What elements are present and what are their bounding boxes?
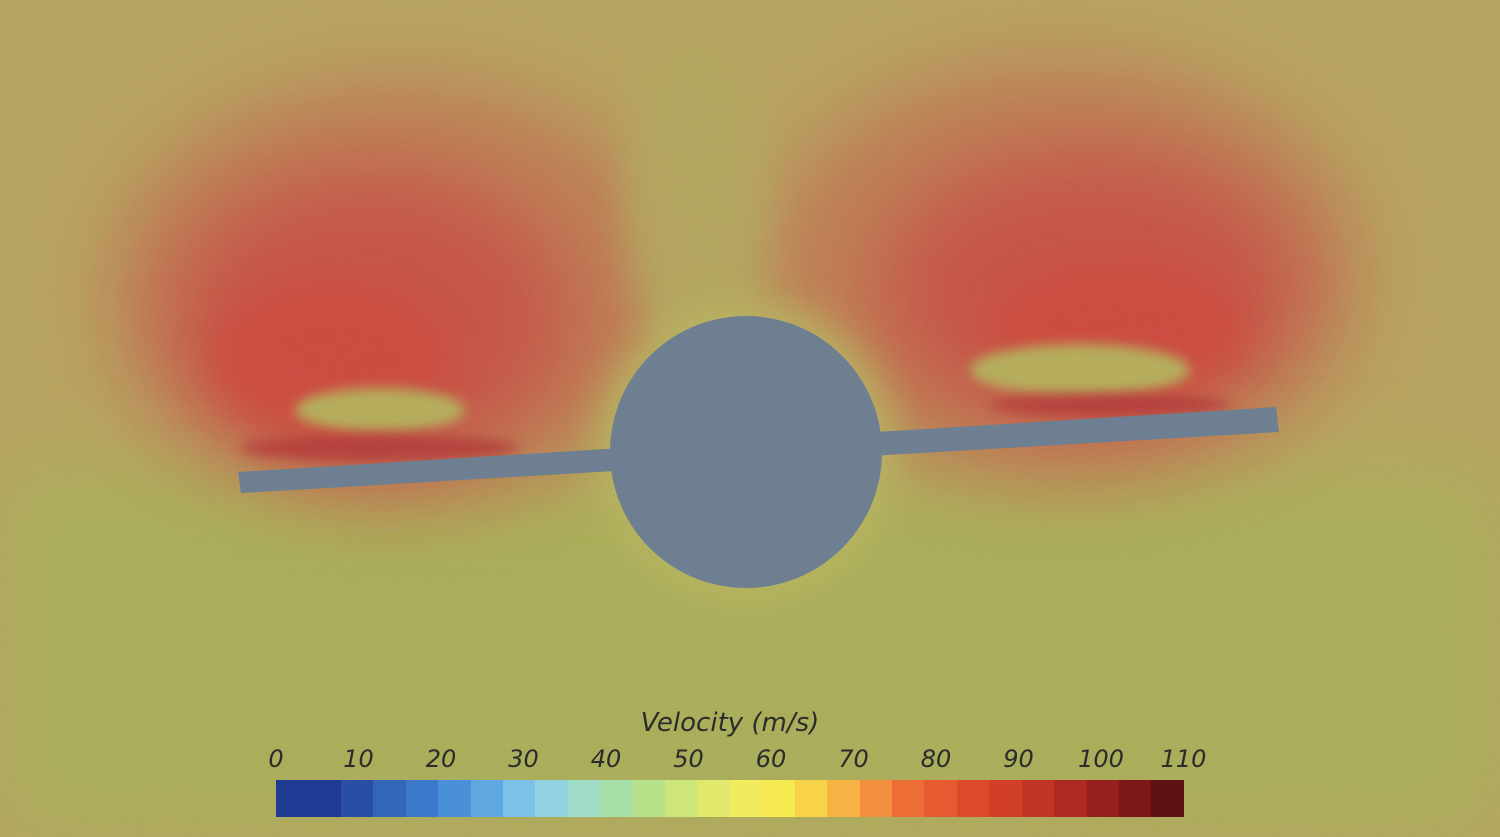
- velocity-colorbar: [276, 780, 1184, 817]
- colorbar-segment: [1054, 780, 1087, 817]
- colorbar-tick: 110: [1160, 745, 1207, 773]
- colorbar-tick: 40: [590, 745, 622, 773]
- colorbar-tick: 90: [1003, 745, 1034, 773]
- colorbar-tick: 80: [920, 745, 952, 773]
- colorbar-segment: [1021, 780, 1055, 817]
- colorbar-segment: [1118, 780, 1152, 817]
- colorbar-segment: [697, 780, 730, 817]
- colorbar-segment: [762, 780, 795, 817]
- colorbar-segment: [276, 780, 309, 817]
- colorbar-segment: [989, 780, 1022, 817]
- colorbar-segment: [1151, 780, 1184, 817]
- colorbar-segment: [308, 780, 341, 817]
- colorbar-segment: [470, 780, 503, 817]
- colorbar-tick: 10: [343, 745, 374, 773]
- colorbar-segment: [892, 780, 925, 817]
- colorbar-segment: [665, 780, 698, 817]
- colorbar-segment: [373, 780, 406, 817]
- colorbar-segment: [859, 780, 893, 817]
- colorbar-segment: [438, 780, 471, 817]
- colorbar-tick: 70: [838, 745, 869, 773]
- colorbar-segment: [956, 780, 990, 817]
- colorbar-segment: [924, 780, 957, 817]
- colorbar-segment: [827, 780, 860, 817]
- colorbar-segment: [600, 780, 633, 817]
- colorbar-segment: [535, 780, 568, 817]
- colorbar-tick: 60: [755, 745, 787, 773]
- colorbar-segment: [502, 780, 536, 817]
- colorbar-tick: 20: [425, 745, 457, 773]
- colorbar-segment: [729, 780, 763, 817]
- colorbar-tick: 30: [508, 745, 539, 773]
- hub: [610, 316, 882, 588]
- colorbar-tick: 50: [673, 745, 704, 773]
- colorbar-segment: [340, 780, 374, 817]
- colorbar-tick: 0: [268, 745, 284, 773]
- colorbar-tick: 100: [1078, 745, 1124, 773]
- colorbar-segment: [567, 780, 601, 817]
- colorbar-segment: [1086, 780, 1119, 817]
- colorbar-title: Velocity (m/s): [640, 708, 820, 738]
- colorbar-segment: [405, 780, 439, 817]
- colorbar-segment: [794, 780, 828, 817]
- colorbar-segment: [632, 780, 666, 817]
